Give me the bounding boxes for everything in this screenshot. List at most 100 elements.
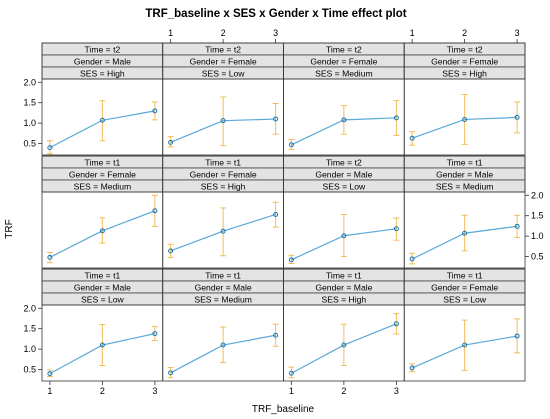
x-tick-label: 1 bbox=[168, 28, 173, 38]
panel: Time = t1 Gender = Female SES = Medium bbox=[41, 155, 164, 269]
data-point bbox=[409, 256, 415, 262]
data-point bbox=[273, 116, 279, 122]
strip-label: Gender = Male bbox=[74, 57, 131, 67]
strip-label: Time = t2 bbox=[326, 158, 362, 168]
data-point bbox=[393, 226, 399, 232]
x-tick-label: 3 bbox=[394, 386, 399, 396]
series-line bbox=[170, 334, 276, 374]
strip-label: SES = Low bbox=[202, 69, 246, 79]
x-tick-label: 3 bbox=[515, 28, 520, 38]
strip-label: SES = High bbox=[201, 182, 246, 192]
data-point bbox=[514, 114, 520, 120]
y-tick-label: 0.5 bbox=[23, 365, 36, 375]
data-point bbox=[393, 321, 399, 327]
y-tick-label: 2.0 bbox=[23, 77, 36, 87]
data-point bbox=[341, 117, 347, 123]
panel: Time = t2 Gender = Male SES = High 0.5 1.0 1.… bbox=[23, 42, 164, 156]
series-line bbox=[170, 118, 276, 143]
strip-label: Time = t2 bbox=[85, 45, 121, 55]
data-point bbox=[47, 371, 53, 377]
y-tick-label: 1.5 bbox=[23, 98, 36, 108]
panel: Time = t1 Gender = Male SES = High 1 2 3 bbox=[283, 268, 405, 396]
data-point bbox=[99, 228, 105, 234]
strip-label: Gender = Male bbox=[315, 283, 372, 293]
strip-label: Time = t1 bbox=[447, 158, 483, 168]
y-tick-label: 1.0 bbox=[531, 231, 544, 241]
x-tick-label: 2 bbox=[221, 28, 226, 38]
data-point bbox=[47, 145, 53, 151]
y-tick-label: 1.5 bbox=[23, 324, 36, 334]
strip-label: Gender = Male bbox=[315, 170, 372, 180]
data-point bbox=[168, 370, 174, 376]
strip-label: Time = t1 bbox=[205, 271, 241, 281]
series-line bbox=[49, 210, 156, 258]
data-point bbox=[462, 230, 468, 236]
data-point bbox=[99, 342, 105, 348]
strip-label: Gender = Male bbox=[74, 283, 131, 293]
data-point bbox=[514, 333, 520, 339]
panel: Time = t1 Gender = Female SES = Low bbox=[403, 268, 526, 382]
strip-label: SES = Medium bbox=[194, 295, 252, 305]
y-tick-label: 1.0 bbox=[23, 344, 36, 354]
series-line bbox=[411, 335, 518, 369]
data-point bbox=[168, 248, 174, 254]
strip-label: Time = t1 bbox=[85, 271, 121, 281]
series-line bbox=[49, 333, 156, 375]
chart-title: TRF_baseline x SES x Gender x Time effec… bbox=[145, 8, 406, 20]
panel: Time = t2 Gender = Female SES = Low 1 2 3 bbox=[162, 28, 284, 156]
strip-label: SES = Medium bbox=[436, 182, 494, 192]
strip-label: Time = t1 bbox=[326, 271, 362, 281]
strip-label: Gender = Female bbox=[431, 283, 498, 293]
strip-label: Gender = Female bbox=[69, 170, 136, 180]
strip-label: Gender = Female bbox=[190, 170, 257, 180]
x-tick-label: 2 bbox=[100, 386, 105, 396]
data-point bbox=[462, 116, 468, 122]
x-tick-label: 2 bbox=[341, 386, 346, 396]
panel: Time = t2 Gender = Female SES = Medium bbox=[283, 42, 405, 156]
strip-label: Time = t2 bbox=[326, 45, 362, 55]
x-tick-label: 1 bbox=[410, 28, 415, 38]
panel: Time = t2 Gender = Male SES = Low bbox=[283, 155, 405, 269]
data-point bbox=[273, 332, 279, 338]
strip-label: Time = t2 bbox=[205, 45, 241, 55]
series-line bbox=[49, 110, 155, 149]
strip-label: SES = Medium bbox=[74, 182, 132, 192]
data-point bbox=[220, 118, 226, 124]
strip-label: Gender = Female bbox=[190, 57, 257, 67]
y-axis-label: TRF bbox=[4, 219, 15, 238]
data-point bbox=[152, 331, 158, 337]
strip-label: Time = t1 bbox=[85, 158, 121, 168]
y-tick-label: 0.5 bbox=[23, 139, 36, 149]
y-tick-label: 1.0 bbox=[23, 118, 36, 128]
series-line bbox=[291, 117, 397, 146]
series-line bbox=[291, 228, 397, 261]
panel: Time = t2 Gender = Female SES = High 1 2 3 bbox=[403, 28, 526, 156]
data-point bbox=[152, 208, 158, 214]
series-line bbox=[291, 323, 397, 374]
data-point bbox=[341, 233, 347, 239]
panel: Time = t1 Gender = Male SES = Low 1 2 3 0.5 1.0… bbox=[23, 268, 164, 396]
strip-label: Gender = Male bbox=[195, 283, 252, 293]
x-tick-label: 2 bbox=[462, 28, 467, 38]
data-point bbox=[341, 342, 347, 348]
strip-label: SES = High bbox=[442, 69, 487, 79]
y-tick-label: 2.0 bbox=[531, 190, 544, 200]
panel: Time = t1 Gender = Male SES = Medium bbox=[162, 268, 284, 382]
data-point bbox=[152, 108, 158, 114]
data-point bbox=[273, 211, 279, 217]
strip-label: Gender = Male bbox=[436, 170, 493, 180]
series-line bbox=[411, 116, 518, 139]
strip-label: SES = Low bbox=[322, 182, 366, 192]
strip-label: Time = t1 bbox=[447, 271, 483, 281]
series-line bbox=[411, 225, 518, 260]
data-point bbox=[514, 223, 520, 229]
x-axis-label: TRF_baseline bbox=[252, 404, 315, 415]
data-point bbox=[288, 370, 294, 376]
panel-frame bbox=[403, 155, 526, 269]
data-point bbox=[220, 228, 226, 234]
strip-label: SES = High bbox=[80, 69, 125, 79]
y-tick-label: 0.5 bbox=[531, 252, 544, 262]
strip-label: Time = t1 bbox=[205, 158, 241, 168]
data-point bbox=[393, 115, 399, 121]
